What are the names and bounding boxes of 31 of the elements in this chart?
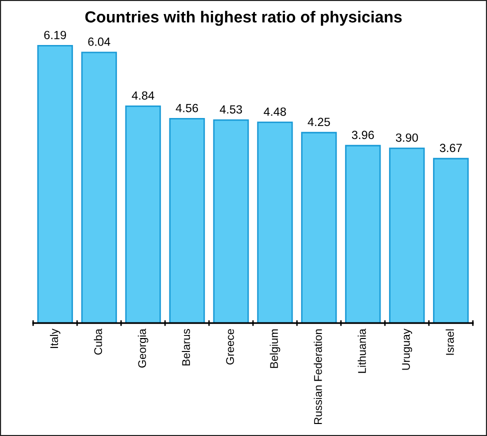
bar	[213, 119, 249, 324]
data-label: 3.90	[396, 133, 418, 142]
x-tick-label: Russian Federation	[314, 329, 322, 424]
x-tick-label: Greece	[226, 329, 234, 365]
data-label: 4.25	[308, 118, 330, 126]
bar	[345, 144, 381, 324]
bar	[433, 158, 469, 324]
x-tick-label: Belarus	[182, 329, 190, 366]
x-tick-label: Uruguay	[402, 328, 412, 370]
data-label: 4.48	[264, 107, 286, 116]
data-label: 4.84	[132, 91, 154, 100]
data-label: 6.19	[44, 30, 66, 40]
data-label: 4.56	[176, 104, 198, 112]
data-label: 3.67	[440, 144, 462, 152]
x-tick-label: Israel	[446, 329, 454, 355]
x-tick-label: Lithuania	[358, 328, 366, 373]
bar	[81, 52, 117, 324]
x-tick-label: Italy	[50, 328, 60, 348]
bar	[37, 45, 73, 324]
bar	[169, 118, 205, 324]
bar	[257, 122, 293, 324]
x-tick-label: Cuba	[94, 328, 102, 355]
bar	[125, 105, 161, 324]
bar	[301, 132, 337, 324]
bar	[389, 148, 425, 324]
x-tick-label: Georgia	[138, 328, 148, 368]
data-label: 3.96	[352, 130, 374, 140]
data-label: 6.04	[88, 38, 110, 46]
x-tick-label: Belgium	[270, 329, 280, 368]
data-label: 4.53	[220, 105, 242, 114]
chart-title: Countries with highest ratio of physicians	[85, 10, 402, 26]
